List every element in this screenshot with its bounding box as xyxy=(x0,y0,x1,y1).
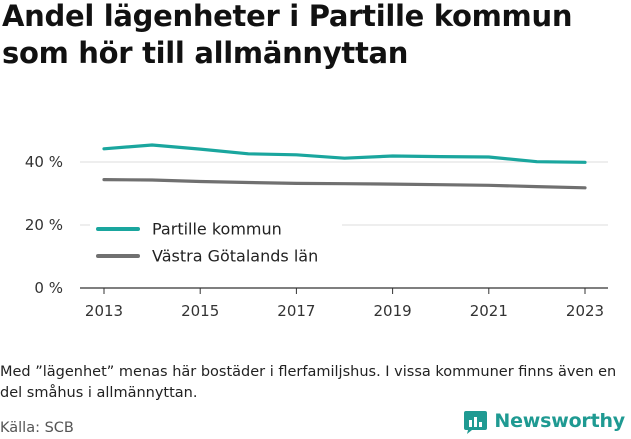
legend-label: Partille kommun xyxy=(152,220,282,239)
y-tick-label: 40 % xyxy=(25,153,63,171)
source-label: Källa: SCB xyxy=(0,420,74,436)
x-tick-label: 2013 xyxy=(85,302,123,320)
line-chart: 0 % 20 % 40 % 2013 2015 2017 2019 2021 2023 Parti… xyxy=(25,143,608,320)
y-tick-label: 20 % xyxy=(25,216,63,234)
series-line xyxy=(102,143,587,164)
legend-label: Västra Götalands län xyxy=(152,247,318,266)
newsworthy-icon xyxy=(464,410,488,434)
chart-note: Med ”lägenhet” menas här bostäder i fler… xyxy=(0,364,617,401)
x-tick-label: 2021 xyxy=(470,302,508,320)
brand-name: Newsworthy xyxy=(494,410,625,432)
x-tick-label: 2019 xyxy=(374,302,412,320)
x-tick-label: 2023 xyxy=(566,302,604,320)
x-tick-label: 2017 xyxy=(277,302,315,320)
chart-title: Andel lägenheter i Partille kommun som h… xyxy=(2,0,573,70)
newsworthy-logo: Newsworthy xyxy=(463,408,625,434)
y-tick-label: 0 % xyxy=(34,279,63,297)
series-line xyxy=(102,178,587,190)
x-tick-label: 2015 xyxy=(181,302,219,320)
